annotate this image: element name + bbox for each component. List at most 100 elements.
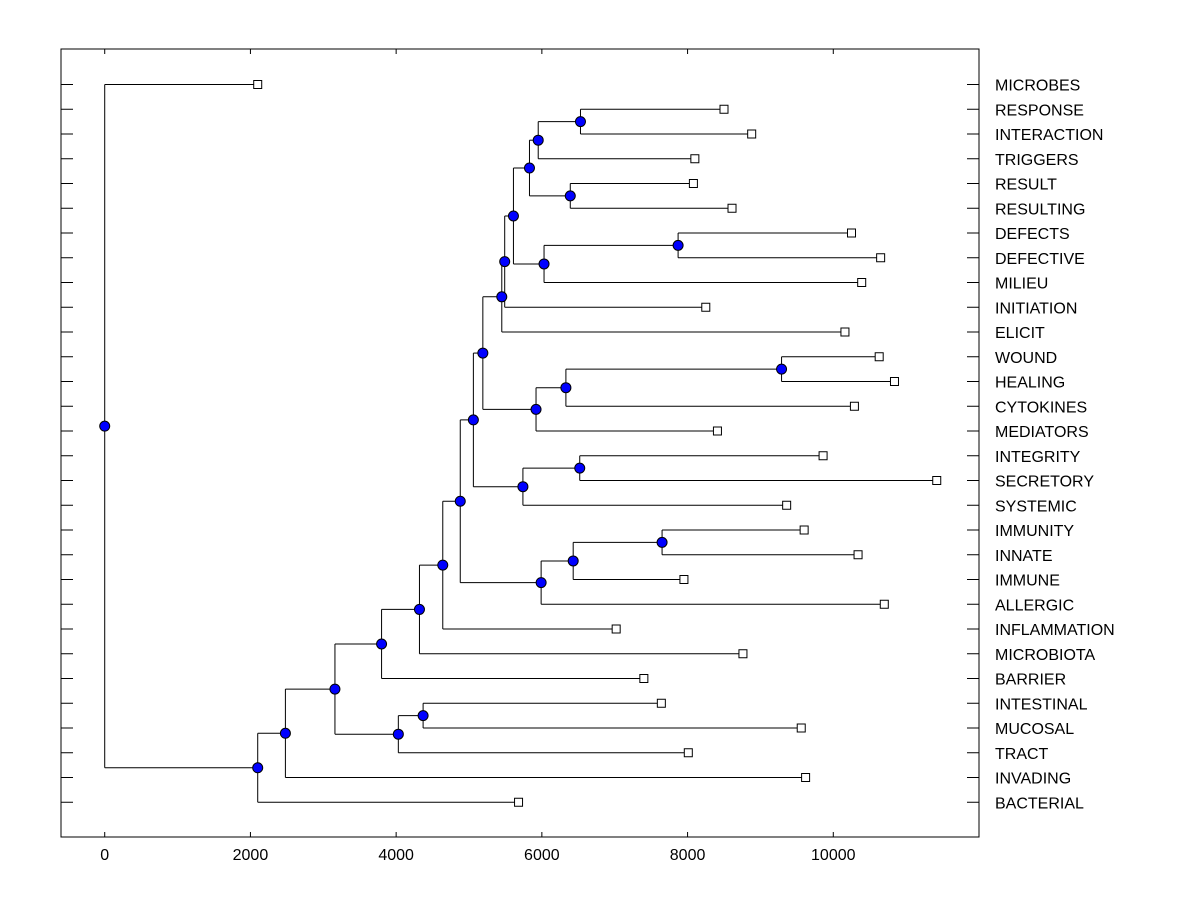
leaf-label: INTESTINAL <box>995 696 1088 713</box>
leaf-marker <box>712 426 722 436</box>
leaf-label: INITIATION <box>995 300 1077 317</box>
leaf-label: MILIEU <box>995 276 1048 293</box>
merge-node <box>279 727 291 739</box>
leaf-marker <box>857 278 867 287</box>
merge-node <box>477 347 489 359</box>
merge-node <box>99 420 111 432</box>
leaf-marker <box>847 228 856 238</box>
leaf-label: RESULTING <box>995 201 1085 218</box>
leaf-marker <box>514 797 524 807</box>
leaf-marker <box>799 525 809 535</box>
merge-node <box>417 710 429 722</box>
leaf-labels: MICROBES RESPONSE INTERACTION TRIGGERS RESUL… <box>995 78 1115 813</box>
x-tick-labels: 0 2000 4000 6000 8000 10000 <box>100 847 855 864</box>
leaf-label: BARRIER <box>995 672 1066 689</box>
merge-node <box>530 403 542 415</box>
leaf-label: INTERACTION <box>995 127 1103 144</box>
leaf-label: INTEGRITY <box>995 449 1081 466</box>
merge-node <box>499 256 511 268</box>
x-tick-label: 4000 <box>378 847 414 864</box>
leaf-label: MICROBES <box>995 78 1080 95</box>
leaf-marker <box>656 698 666 708</box>
leaf-label: ALLERGIC <box>995 597 1074 614</box>
merge-node <box>567 555 579 567</box>
leaf-label: SYSTEMIC <box>995 498 1077 515</box>
plot-frame <box>60 48 980 838</box>
merge-node <box>535 577 547 589</box>
leaf-marker <box>639 674 649 683</box>
leaf-marker <box>253 80 263 89</box>
leaf-marker <box>738 649 748 659</box>
tick-marks <box>61 49 979 837</box>
merge-node <box>560 382 572 394</box>
leaf-marker <box>853 550 863 560</box>
leaf-marker <box>796 723 806 733</box>
leaf-label: SECRETORY <box>995 474 1094 491</box>
x-tick-label: 6000 <box>524 847 560 864</box>
merge-node <box>507 210 519 222</box>
leaf-marker <box>688 179 698 188</box>
leaf-label: MICROBIOTA <box>995 647 1095 664</box>
leaf-marker <box>818 451 828 461</box>
leaf-label: DEFECTS <box>995 226 1070 243</box>
merge-node <box>252 762 264 774</box>
leaf-label: DEFECTIVE <box>995 251 1085 268</box>
leaf-marker <box>747 129 757 139</box>
merge-node <box>574 116 586 128</box>
merge-node <box>564 190 576 202</box>
leaf-marker <box>874 352 884 362</box>
leaf-label: IMMUNE <box>995 573 1060 590</box>
leaf-label: BACTERIAL <box>995 795 1084 812</box>
leaf-marker <box>701 302 711 312</box>
merge-node <box>776 363 788 375</box>
merge-node <box>538 258 550 270</box>
leaf-marker <box>719 104 729 114</box>
leaf-marker <box>679 575 689 584</box>
merge-node <box>454 495 466 507</box>
leaf-marker <box>801 773 811 782</box>
leaf-marker <box>727 203 737 213</box>
merge-node <box>467 414 479 426</box>
leaf-marker <box>889 377 899 386</box>
leaf-label: ELICIT <box>995 325 1045 342</box>
leaf-label: TRIGGERS <box>995 152 1079 169</box>
leaf-marker <box>849 401 859 411</box>
x-tick-label: 8000 <box>670 847 706 864</box>
leaf-marker <box>611 624 621 634</box>
leaf-marker <box>690 154 700 164</box>
leaf-marker <box>876 253 886 263</box>
merge-node <box>437 559 449 571</box>
merge-node <box>376 638 388 650</box>
leaf-marker <box>840 327 850 337</box>
merge-node <box>672 239 684 251</box>
merge-node <box>496 291 508 303</box>
leaf-label: RESPONSE <box>995 102 1084 119</box>
leaf-label: HEALING <box>995 375 1065 392</box>
merge-nodes <box>99 116 788 774</box>
leaf-label: INNATE <box>995 548 1052 565</box>
merge-node <box>574 462 586 474</box>
merge-node <box>656 536 668 548</box>
leaf-label: MEDIATORS <box>995 424 1089 441</box>
leaf-label: CYTOKINES <box>995 399 1087 416</box>
merge-node <box>329 683 341 695</box>
leaf-label: IMMUNITY <box>995 523 1074 540</box>
leaf-marker <box>879 599 889 609</box>
x-tick-label: 2000 <box>233 847 269 864</box>
leaf-label: TRACT <box>995 746 1049 763</box>
leaf-markers <box>253 80 942 807</box>
leaf-label: INVADING <box>995 771 1071 788</box>
merge-node <box>517 481 529 493</box>
leaf-marker <box>683 748 693 758</box>
x-tick-label: 10000 <box>811 847 856 864</box>
leaf-marker <box>932 476 942 485</box>
x-tick-label: 0 <box>100 847 109 864</box>
leaf-label: INFLAMMATION <box>995 622 1115 639</box>
merge-node <box>413 603 425 615</box>
merge-node <box>532 134 544 146</box>
leaf-label: MUCOSAL <box>995 721 1074 738</box>
leaf-label: WOUND <box>995 350 1057 367</box>
merge-node <box>523 162 535 174</box>
